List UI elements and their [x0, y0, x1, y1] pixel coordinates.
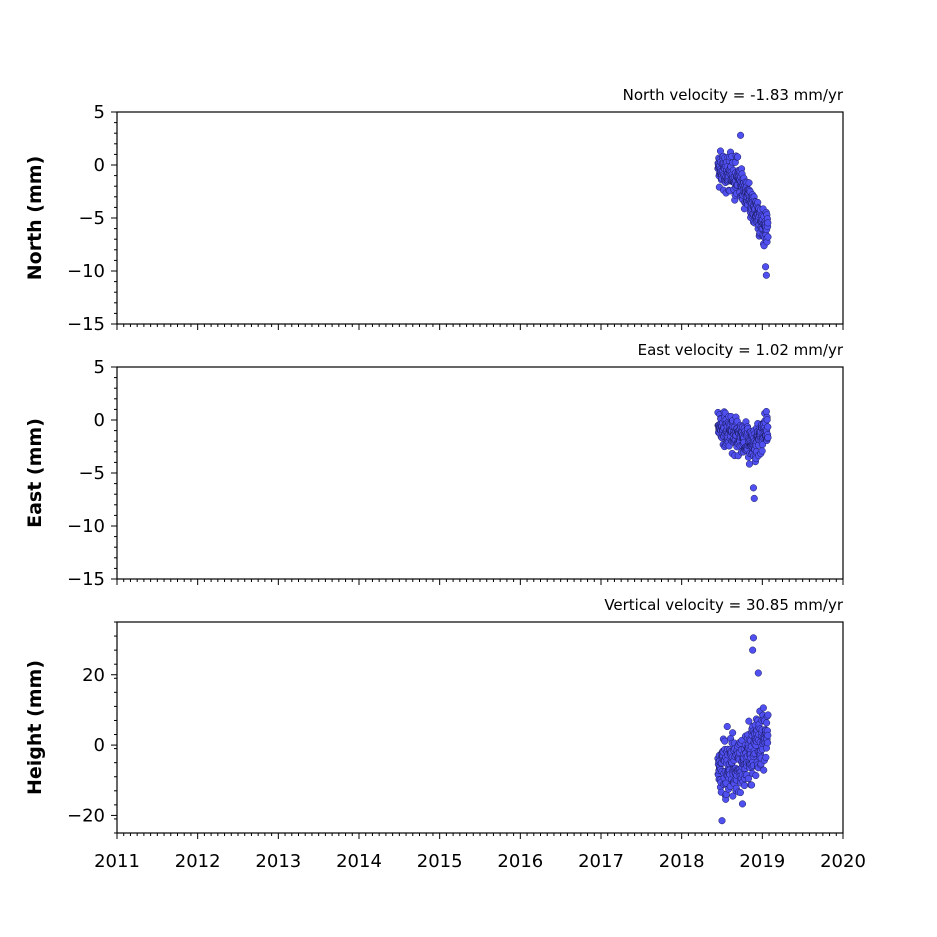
panel-title-0: North velocity = -1.83 mm/yr — [623, 86, 844, 104]
plot-frame-1 — [116, 366, 844, 580]
y-tick-label: 0 — [94, 410, 105, 431]
x-tick-label: 2013 — [255, 851, 301, 872]
data-point — [749, 646, 757, 654]
y-tick-label: 5 — [94, 357, 105, 378]
x-tick-label: 2020 — [820, 851, 866, 872]
y-tick-label: −15 — [67, 314, 105, 335]
data-point — [760, 766, 768, 774]
y-axis-label-0: North (mm) — [24, 156, 46, 281]
y-tick-label: −15 — [67, 569, 105, 590]
x-tick-label: 2016 — [497, 851, 543, 872]
x-tick-label: 2019 — [739, 851, 785, 872]
data-point — [759, 704, 767, 712]
data-point — [763, 416, 771, 424]
data-point — [748, 781, 756, 789]
data-point — [740, 782, 748, 790]
data-point — [754, 669, 762, 677]
x-tick-label: 2011 — [94, 851, 140, 872]
panel-title-1: East velocity = 1.02 mm/yr — [638, 341, 844, 359]
data-point — [762, 263, 770, 271]
data-point — [736, 789, 744, 797]
data-point — [752, 771, 760, 780]
data-point — [762, 271, 770, 279]
data-point — [764, 731, 772, 739]
data-point — [737, 131, 745, 139]
y-tick-label: −20 — [67, 805, 105, 826]
x-tick-label: 2015 — [417, 851, 463, 872]
plot-frame-0 — [116, 111, 844, 325]
y-tick-label: −5 — [78, 463, 105, 484]
y-tick-label: −10 — [67, 516, 105, 537]
data-point — [738, 800, 747, 808]
x-tick-label: 2017 — [578, 851, 624, 872]
data-point — [718, 817, 726, 825]
data-point — [745, 717, 753, 725]
data-point — [758, 447, 766, 455]
data-point — [764, 233, 772, 241]
y-axis-label-1: East (mm) — [24, 418, 46, 528]
data-point — [764, 434, 772, 442]
data-point — [723, 722, 731, 731]
data-point — [764, 739, 772, 747]
y-tick-label: 5 — [94, 102, 105, 123]
data-point — [744, 775, 753, 783]
data-point — [721, 737, 729, 745]
data-point — [762, 407, 770, 416]
data-point — [745, 179, 753, 187]
x-tick-label: 2018 — [659, 851, 705, 872]
data-point — [749, 484, 758, 492]
y-tick-label: −10 — [67, 261, 105, 282]
y-tick-label: 20 — [82, 665, 105, 686]
data-point — [745, 460, 753, 468]
data-point — [750, 494, 758, 502]
data-point — [749, 634, 758, 642]
data-point — [734, 153, 742, 161]
y-axis-label-2: Height (mm) — [24, 660, 46, 795]
y-tick-label: 0 — [94, 155, 105, 176]
data-point — [764, 711, 772, 719]
x-tick-label: 2012 — [175, 851, 221, 872]
plot-frame-2 — [116, 621, 844, 834]
y-tick-label: 0 — [94, 735, 105, 756]
panel-title-2: Vertical velocity = 30.85 mm/yr — [604, 596, 844, 614]
data-point — [763, 719, 771, 727]
data-point — [764, 423, 772, 431]
data-point — [764, 219, 772, 227]
y-tick-label: −5 — [78, 208, 105, 229]
data-point — [729, 729, 737, 737]
x-tick-label: 2014 — [336, 851, 382, 872]
data-point — [762, 753, 770, 761]
data-point — [729, 792, 737, 800]
data-point — [759, 441, 767, 449]
